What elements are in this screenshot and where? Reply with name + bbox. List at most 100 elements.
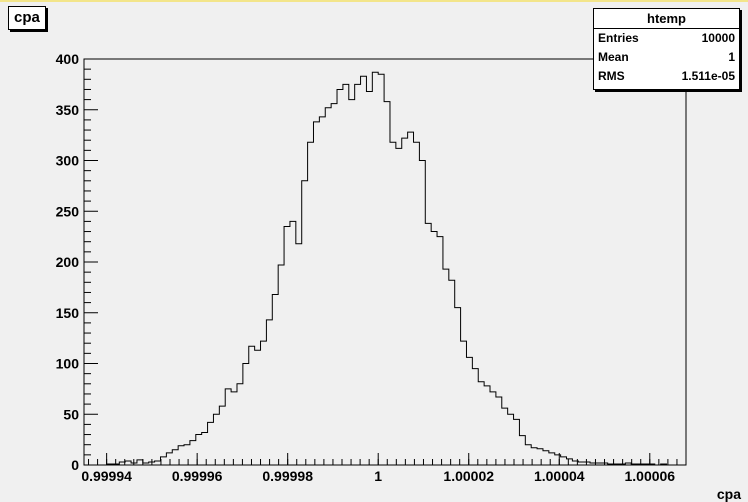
histogram-bin <box>437 237 443 465</box>
histogram-bin <box>384 102 390 465</box>
histogram-bin <box>567 459 573 465</box>
histogram-bin <box>290 221 296 465</box>
stats-title: htemp <box>594 9 739 29</box>
histogram-bin <box>484 386 490 465</box>
histogram-bars <box>108 72 667 465</box>
x-axis-title: cpa <box>717 486 741 502</box>
chart-title: cpa <box>8 6 46 30</box>
histogram-bin <box>366 91 372 465</box>
histogram-bin <box>478 382 484 465</box>
histogram-bin <box>261 341 267 465</box>
x-tick-label: 1.00002 <box>443 468 494 484</box>
histogram-bin <box>225 389 231 465</box>
histogram-bin <box>331 104 337 465</box>
y-tick-label: 300 <box>56 153 80 169</box>
histogram-bin <box>313 122 319 465</box>
histogram-bin <box>278 265 284 465</box>
histogram-bin <box>461 341 467 465</box>
x-tick-label: 0.99994 <box>81 468 132 484</box>
histogram-bin <box>372 72 378 465</box>
histogram-bin <box>137 460 143 465</box>
histogram-bin <box>166 453 172 465</box>
histogram-bin <box>537 449 543 465</box>
histogram-bin <box>266 320 272 465</box>
histogram-bin <box>455 308 461 465</box>
stats-value: 1.511e-05 <box>681 69 735 83</box>
histogram-bin <box>414 142 420 465</box>
histogram-bin <box>449 280 455 465</box>
histogram-bin <box>502 408 508 465</box>
histogram-bin <box>190 441 196 465</box>
histogram-bin <box>184 445 190 465</box>
histogram-bin <box>284 226 290 465</box>
histogram-bin <box>519 436 525 465</box>
histogram-bin <box>325 108 331 465</box>
x-tick-label: 1 <box>374 468 382 484</box>
stats-value: 1 <box>728 50 735 64</box>
histogram-bin <box>425 223 431 465</box>
histogram-bin <box>125 461 131 465</box>
histogram-outline <box>84 71 685 466</box>
histogram-bin <box>525 445 531 465</box>
x-tick-label: 1.00004 <box>534 468 585 484</box>
histogram-bin <box>396 148 402 465</box>
histogram-bin <box>213 414 219 465</box>
plot-area-border <box>83 58 687 466</box>
histogram-bin <box>466 357 472 465</box>
histogram-bin <box>308 142 314 465</box>
histogram-bin <box>249 346 255 465</box>
stats-label: Entries <box>598 31 639 45</box>
histogram-bin <box>472 369 478 465</box>
histogram-bin <box>302 181 308 465</box>
histogram-bin <box>343 84 349 465</box>
histogram-bin <box>355 84 361 465</box>
histogram-bin <box>219 406 225 465</box>
y-tick-label: 100 <box>56 356 80 372</box>
histogram-bin <box>419 161 425 466</box>
histogram-bin <box>208 422 214 465</box>
histogram-bin <box>172 450 178 465</box>
x-tick-label: 1.00006 <box>624 468 675 484</box>
x-tick-label: 0.99998 <box>262 468 313 484</box>
y-tick-label: 150 <box>56 305 80 321</box>
plot-frame <box>83 58 687 466</box>
stats-value: 10000 <box>701 31 735 45</box>
histogram-bin <box>255 350 261 465</box>
histogram-bin <box>349 100 355 465</box>
y-tick-label: 200 <box>56 254 80 270</box>
stats-row-mean: Mean 1 <box>594 48 739 67</box>
histogram-bin <box>337 89 343 465</box>
histogram-bin <box>231 392 237 465</box>
histogram-bin <box>243 364 249 466</box>
histogram-bin <box>296 244 302 465</box>
histogram-bin <box>319 117 325 465</box>
stats-label: RMS <box>598 69 625 83</box>
histogram-bin <box>408 132 414 465</box>
histogram-bin <box>443 269 449 465</box>
histogram-bin <box>514 419 520 465</box>
x-axis: 0.99994 0.99996 0.99998 1 1.00002 1.00004 1.00… <box>81 453 687 484</box>
top-accent-line <box>0 0 748 2</box>
histogram-bin <box>561 457 567 465</box>
y-tick-label: 350 <box>56 102 80 118</box>
histogram-bin <box>390 142 396 465</box>
histogram-bin <box>155 461 161 465</box>
stats-row-rms: RMS 1.511e-05 <box>594 67 739 86</box>
histogram-bin <box>272 294 278 465</box>
x-tick-label: 0.99996 <box>172 468 223 484</box>
stats-label: Mean <box>598 50 629 64</box>
histogram-bin <box>361 76 367 465</box>
stats-row-entries: Entries 10000 <box>594 29 739 48</box>
y-tick-label: 400 <box>56 51 80 67</box>
histogram-bin <box>237 384 243 465</box>
y-tick-label: 250 <box>56 203 80 219</box>
histogram-bin <box>431 232 437 465</box>
histogram-bin <box>543 451 549 465</box>
stats-box: htemp Entries 10000 Mean 1 RMS 1.511e-05 <box>593 8 740 90</box>
histogram-bin <box>508 414 514 465</box>
y-tick-label: 50 <box>63 406 79 422</box>
histogram-bin <box>496 397 502 465</box>
y-axis: 0 50 100 150 200 250 300 350 400 <box>56 51 98 473</box>
histogram-bin <box>490 392 496 465</box>
